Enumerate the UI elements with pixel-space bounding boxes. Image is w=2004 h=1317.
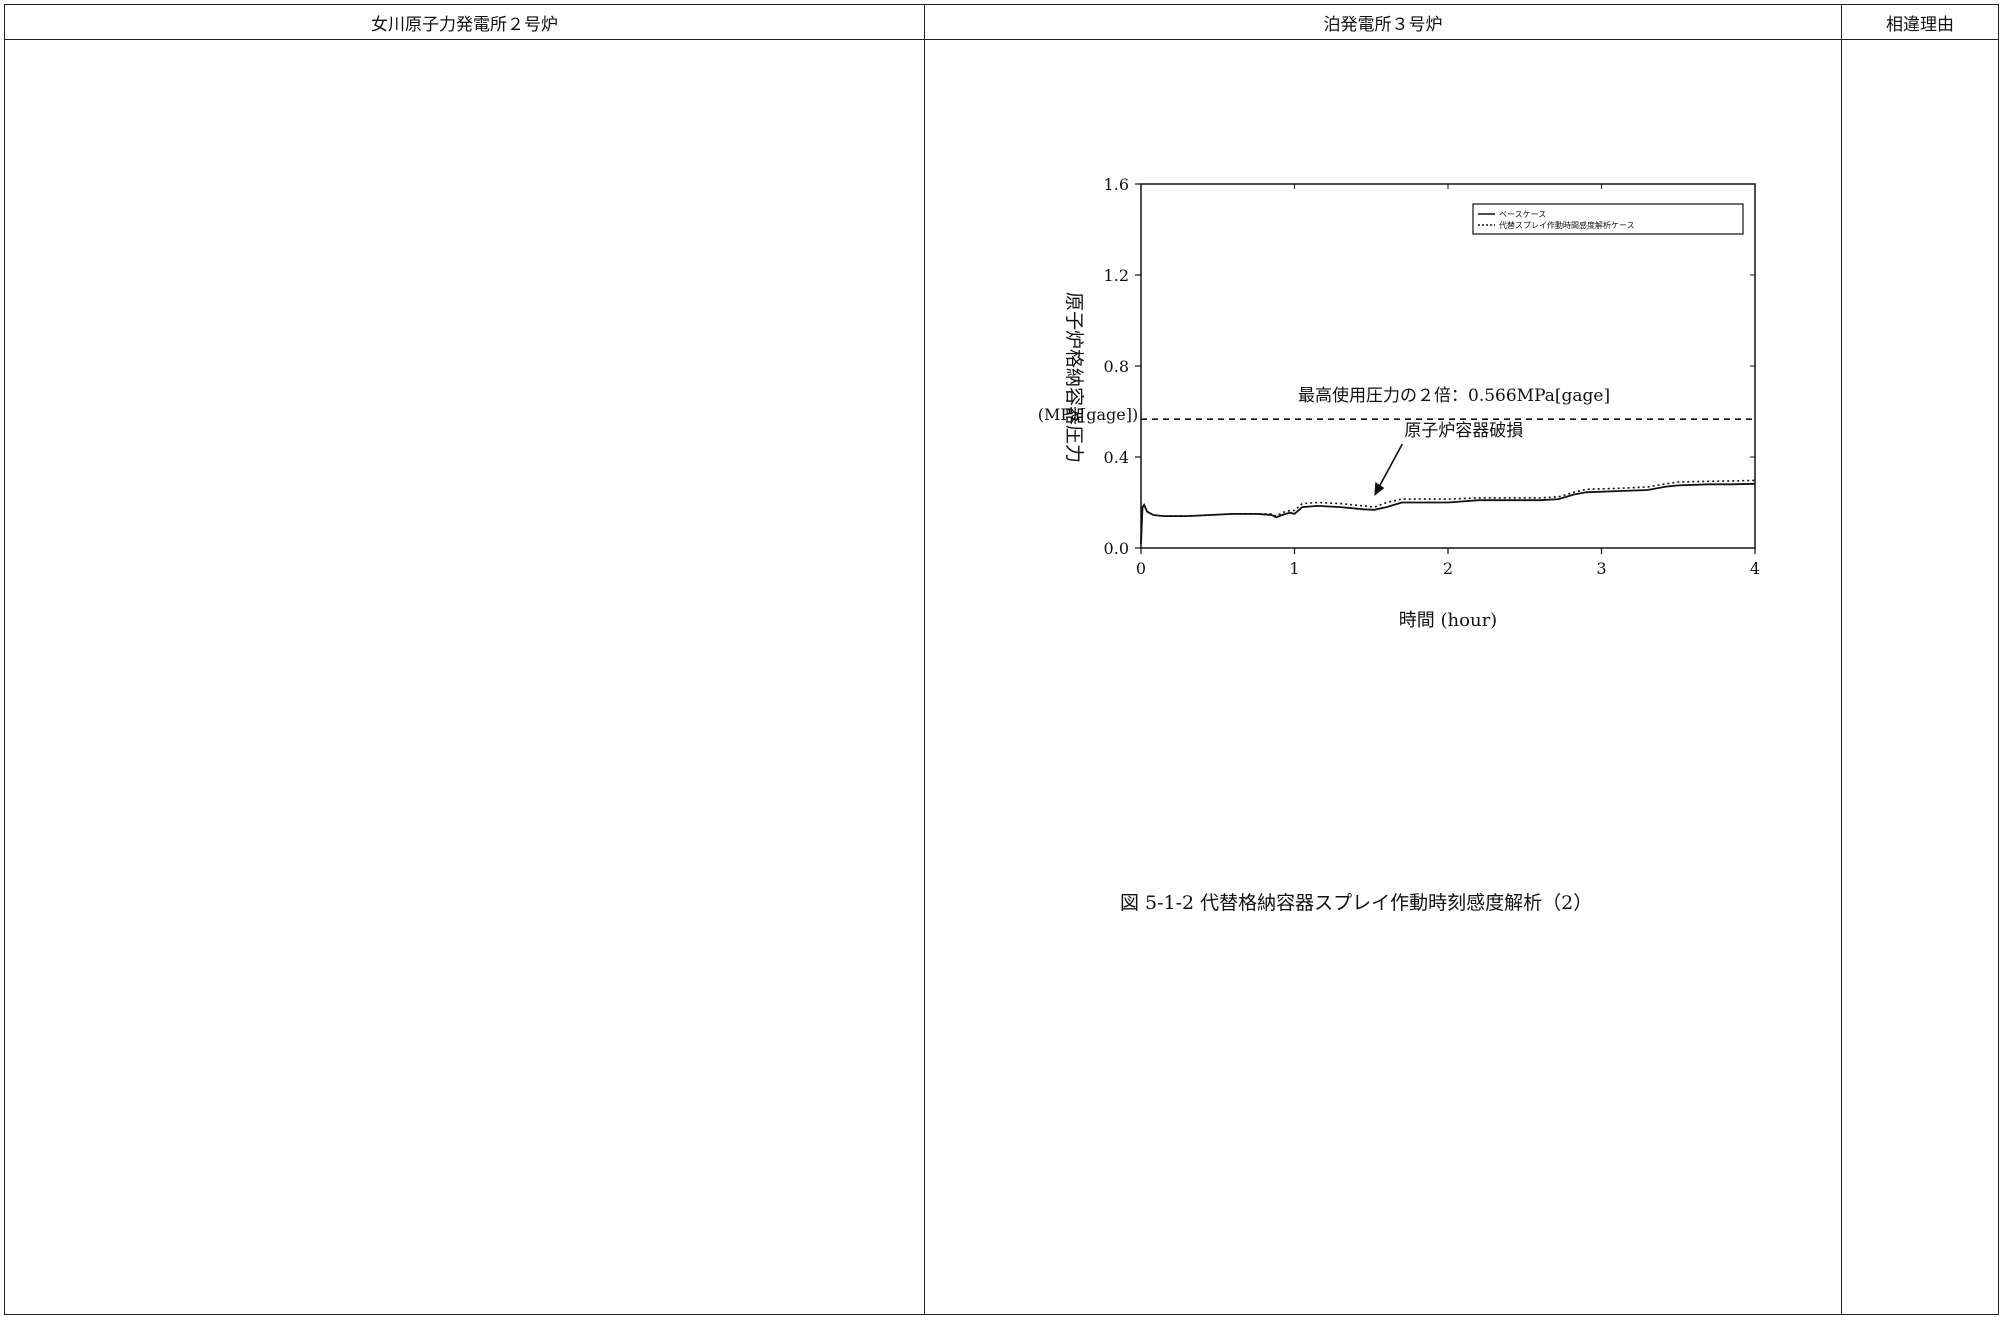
- y-tick-label-1: 0.4: [1104, 448, 1129, 467]
- body-row: 0.0 0.4 0.8 1.2 1.6 0 1 2 3 4 時間 (hour) 原子炉格納容器圧力 (M…: [4, 39, 1999, 1315]
- reason-column-cell: [1841, 39, 1999, 1315]
- x-tick-label-1: 1: [1289, 559, 1299, 578]
- header-row: 女川原子力発電所２号炉 泊発電所３号炉 相違理由: [4, 4, 1999, 40]
- y-tick-label-4: 1.6: [1104, 175, 1129, 194]
- legend-label-1: 代替スプレイ作動時間感度解析ケース: [1499, 220, 1635, 230]
- header-tomari: 泊発電所３号炉: [924, 4, 1842, 40]
- series-line-1: [1140, 479, 1756, 544]
- y-tick-label-2: 0.8: [1104, 357, 1129, 376]
- limit-annotation-label: 最高使用圧力の２倍：0.566MPa[gage]: [1298, 385, 1610, 406]
- legend-box: [1472, 203, 1744, 235]
- tomari-column-cell: 0.0 0.4 0.8 1.2 1.6 0 1 2 3 4 時間 (hour) 原子炉格納容器圧力 (M…: [924, 39, 1842, 1315]
- x-tick-label-3: 3: [1596, 559, 1606, 578]
- x-tick-label-4: 4: [1750, 559, 1760, 578]
- legend-label-0: ベースケース: [1499, 210, 1546, 219]
- y-axis-label: 原子炉格納容器圧力: [1063, 292, 1085, 463]
- x-axis-label: 時間 (hour): [1399, 610, 1497, 631]
- onagawa-column-cell: [4, 39, 925, 1315]
- header-onagawa: 女川原子力発電所２号炉: [4, 4, 925, 40]
- comparison-table: 女川原子力発電所２号炉 泊発電所３号炉 相違理由 0.0 0.4 0.8 1.2 1.6…: [4, 4, 1999, 1315]
- pressure-chart: 0.0 0.4 0.8 1.2 1.6 0 1 2 3 4 時間 (hour) 原子炉格納容器圧力(M…: [1038, 175, 1760, 631]
- x-tick-label-2: 2: [1443, 559, 1453, 578]
- failure-arrow-line: [1375, 443, 1404, 493]
- figure-caption: 図 5-1-2 代替格納容器スプレイ作動時刻感度解析（2）: [1120, 892, 1593, 914]
- failure-arrow-head: [1374, 481, 1385, 496]
- header-reason: 相違理由: [1841, 4, 1999, 40]
- y-tick-label-3: 1.2: [1104, 266, 1129, 285]
- y-tick-label-0: 0.0: [1104, 539, 1129, 558]
- x-tick-label-0: 0: [1136, 559, 1146, 578]
- series-line-0: [1140, 482, 1756, 544]
- y-axis-unit-label: (MPa[gage]): [1038, 405, 1138, 424]
- plot-frame: [1140, 183, 1756, 549]
- failure-annotation-label: 原子炉容器破損: [1404, 421, 1523, 441]
